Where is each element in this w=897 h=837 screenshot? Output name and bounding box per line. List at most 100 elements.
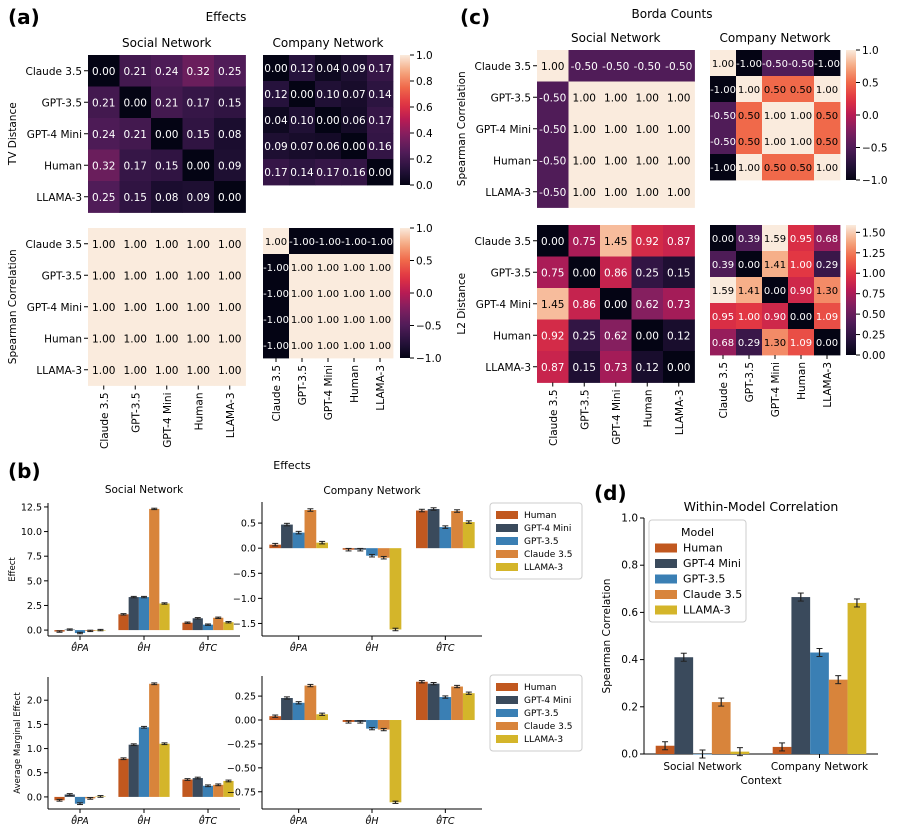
bar: [202, 785, 214, 797]
legend-entry: GPT-4 Mini: [524, 696, 571, 706]
legend-swatch: [496, 709, 518, 717]
heatmap-cell-label: 1.41: [764, 260, 786, 271]
legend-swatch: [655, 543, 677, 553]
row-tick-label: Claude 3.5: [26, 66, 83, 78]
heatmap-cell-label: 0.17: [368, 115, 391, 127]
heatmap-cell-label: 1.00: [369, 315, 391, 326]
heatmap-cell-label: 1.00: [291, 315, 313, 326]
heatmap-cell-label: -0.50: [710, 111, 736, 122]
colorbar-tick-label: 0.4: [416, 128, 433, 140]
heatmap-cell-label: 0.00: [573, 267, 596, 279]
heatmap-cell-label: -0.50: [788, 59, 814, 70]
heatmap-cell-label: 1.00: [369, 263, 391, 274]
heatmap-cell: [537, 256, 569, 289]
heatmap-cell: [289, 133, 316, 160]
colorbar-tick-label: 1.25: [862, 248, 885, 260]
heatmap-cell: [341, 280, 368, 307]
heatmap-cell: [814, 329, 841, 356]
heatmap-cell: [736, 277, 763, 304]
barchart-b_eff_company: −1.5 −1.0 −0.5 0.0 0.5 θ̂PA θ̂H θ̂TC Company Net…: [233, 485, 583, 654]
heatmap-cell: [289, 228, 316, 255]
y-tick-label: 5.0: [27, 576, 42, 587]
heatmap-cell-label: 0.95: [712, 312, 734, 323]
heatmap-cell: [631, 50, 664, 82]
heatmap-cell: [341, 306, 368, 333]
legend-entry: Human: [524, 511, 556, 521]
legend-swatch: [496, 683, 518, 691]
heatmap-cell-label: -1.00: [710, 163, 736, 174]
heatmap-cell-label: 0.00: [816, 338, 838, 349]
heatmap-cell: [182, 291, 215, 323]
heatmap-cell-label: 1.00: [218, 333, 241, 345]
heatmap-cell-label: 0.50: [790, 85, 812, 96]
bar: [281, 524, 293, 549]
heatmap-cell: [788, 102, 815, 129]
heatmap-cell-label: 1.00: [124, 270, 147, 282]
heatmap-cell-label: 1.00: [124, 239, 147, 251]
col-tick-label: GPT-4 Mini: [770, 362, 782, 417]
heatmap-cell: [814, 76, 841, 103]
heatmap-cell-label: 0.00: [604, 299, 627, 311]
legend-swatch: [496, 722, 518, 730]
heatmap-cell-label: 1.00: [816, 85, 838, 96]
col-tick-label: Human: [796, 362, 808, 400]
heatmap-cell: [600, 319, 632, 352]
heatmap-cell-label: 0.15: [155, 160, 178, 172]
heatmap-cell: [88, 55, 120, 87]
heatmap-cell: [600, 113, 632, 145]
heatmap-title: Company Network: [272, 36, 383, 50]
y-axis-label: Average Marginal Effect: [13, 692, 23, 794]
legend-entry: LLAMA-3: [683, 604, 731, 617]
heatmap-cell-label: 1.00: [317, 315, 339, 326]
panel-label-a: (a): [8, 5, 40, 29]
heatmap-cell-label: 0.17: [264, 167, 287, 179]
heatmap-cell-label: 1.00: [541, 61, 564, 73]
heatmap-cell: [341, 332, 368, 359]
legend-entry: Human: [683, 542, 723, 555]
x-tick-label: θ̂H: [366, 814, 379, 827]
heatmap-cell-label: 0.73: [604, 362, 627, 374]
heatmap-cell: [537, 113, 569, 145]
heatmap-cell: [663, 225, 695, 257]
heatmap-cell: [631, 113, 664, 145]
col-tick-label: Human: [642, 390, 654, 428]
chart-title: Social Network: [105, 484, 184, 496]
bar: [427, 683, 440, 721]
bar: [202, 624, 214, 631]
bar: [118, 614, 129, 631]
y-tick-label: 0.6: [621, 607, 638, 619]
heatmap-cell: [600, 50, 632, 82]
heatmap-cell-label: 0.00: [667, 362, 690, 374]
heatmap-cell-label: 0.06: [316, 141, 340, 153]
heatmap-cell-label: 0.17: [124, 160, 147, 172]
panel-label-d: (d): [594, 481, 627, 505]
bar: [281, 698, 293, 721]
heatmap-cell-label: 1.00: [92, 239, 115, 251]
x-tick-label: θ̂TC: [199, 814, 218, 827]
heatmap-cell-label: 0.68: [712, 338, 734, 349]
legend-swatch: [496, 696, 518, 704]
heatmap-cell-label: 0.86: [604, 267, 628, 279]
colorbar-tick-label: 0.6: [416, 102, 433, 114]
heatmap-cell: [568, 144, 601, 177]
legend-swatch: [496, 735, 518, 743]
heatmap-cell: [736, 102, 763, 129]
x-tick-label: θ̂PA: [290, 641, 308, 654]
heatmap-cell-label: 0.17: [368, 63, 391, 75]
legend-entry: GPT-3.5: [524, 537, 559, 547]
legend-entry: GPT-3.5: [683, 573, 725, 586]
heatmap-cell-label: 0.86: [573, 299, 597, 311]
bar: [223, 780, 234, 797]
panel-label-c: (c): [460, 5, 490, 29]
heatmap-cell-label: 1.00: [124, 302, 147, 314]
heatmap-cell-label: 0.12: [264, 89, 287, 101]
row-tick-label: GPT-4 Mini: [27, 129, 82, 141]
heatmap-cell-label: 1.00: [187, 365, 210, 377]
colorbar-tick-label: 0.25: [862, 330, 885, 342]
heatmap-cell-label: 1.00: [187, 302, 210, 314]
heatmap-cell-label: 1.00: [187, 239, 210, 251]
heatmap-cell-label: 0.00: [368, 167, 391, 179]
heatmap-cell: [88, 86, 120, 119]
legend-entry: LLAMA-3: [524, 735, 563, 745]
heatmap-cell: [151, 149, 183, 182]
